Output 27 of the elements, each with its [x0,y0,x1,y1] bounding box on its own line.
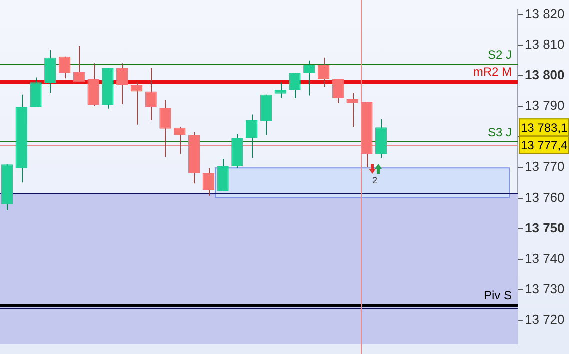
text: 13 783,1 [521,120,568,135]
y-tick-label: 13 810 [525,36,565,52]
y-tick-label: 13 790 [525,98,565,114]
annotation: 2 [372,175,378,186]
candlestick [30,77,42,108]
candlestick [130,82,143,126]
ref-line-label: S3 J [488,125,512,140]
candlestick [88,63,100,107]
ref-line-label: mR2 M [473,65,512,80]
candlestick [346,92,358,128]
y-tick-label: 13 770 [525,159,565,174]
candlestick [44,50,56,94]
y-tick-label: 13 820 [525,6,565,22]
y-tick-label: 13 720 [525,312,565,328]
ref-line-label: S2 J [488,48,512,62]
ref-line-label: Piv S [484,288,512,303]
ref-line-label: 13 777,4 [521,138,568,152]
y-tick-label: 13 760 [525,190,565,205]
candlestick [217,158,229,192]
y-tick-label: 13 750 [525,220,565,236]
candlestick [160,100,172,158]
y-tick-label: 13 730 [525,282,565,297]
candlestick [274,82,286,100]
candlestick [174,126,186,155]
candlestick [304,60,316,96]
y-tick-label: 13 800 [525,67,565,82]
y-tick-label: 13 740 [525,251,565,266]
